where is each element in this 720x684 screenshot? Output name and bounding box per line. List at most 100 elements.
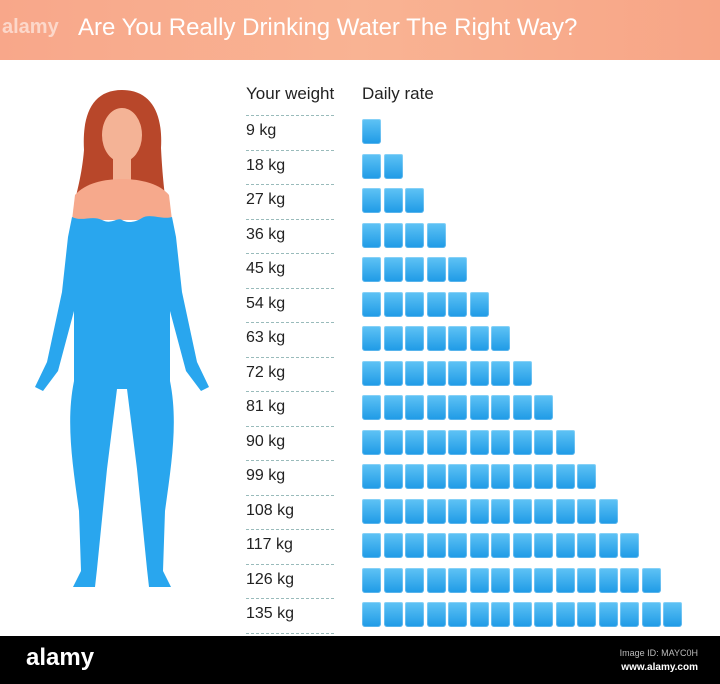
water-glass-icon (405, 188, 424, 213)
weight-label: 63 kg (246, 329, 286, 346)
row-divider (246, 287, 334, 289)
row-divider (246, 149, 334, 151)
water-glass-icon (491, 602, 510, 627)
row-divider (246, 460, 334, 461)
water-glass-icon (362, 464, 381, 489)
weight-label: 108 kg (246, 501, 295, 519)
water-glass-icon (534, 533, 553, 558)
column-header-weight: Your weight (246, 84, 335, 103)
water-glass-icon (362, 257, 381, 282)
water-glass-icon (362, 567, 381, 593)
water-glass-icon (448, 498, 467, 524)
water-glass-icon (577, 464, 596, 489)
row-divider (246, 425, 334, 427)
weight-label: 135 kg (246, 605, 295, 622)
row-divider (246, 529, 334, 530)
water-glass-icon (383, 567, 403, 593)
water-glass-icon (362, 395, 381, 420)
water-glass-icon (362, 429, 381, 455)
water-glass-icon (469, 395, 489, 420)
water-glass-icon (491, 464, 510, 489)
water-glass-icon (405, 567, 424, 593)
water-glass-icon (491, 360, 510, 386)
water-glass-icon (426, 602, 446, 627)
water-glass-icon (534, 429, 553, 455)
water-glass-icon (405, 257, 424, 282)
water-glass-icon (555, 567, 575, 593)
water-glass-icon (598, 602, 618, 627)
water-glass-icon (362, 602, 381, 627)
water-glass-icon (383, 464, 403, 489)
water-glass-icon (405, 429, 424, 455)
water-glass-icon (555, 429, 575, 455)
weight-label: 36 kg (246, 225, 286, 243)
water-glass-icon (512, 360, 532, 386)
row-divider (246, 598, 334, 599)
water-glass-icon (534, 498, 553, 524)
water-glass-icon (555, 464, 575, 489)
watermark-logo: alamy (2, 16, 59, 38)
water-glass-icon (448, 291, 467, 317)
water-glass-icon (426, 429, 446, 455)
water-glass-icon (362, 326, 381, 351)
water-glass-icon (534, 464, 553, 489)
water-glass-icon (469, 533, 489, 558)
weight-label: 54 kg (246, 294, 286, 312)
water-glass-icon (405, 602, 424, 627)
water-glass-icon (383, 429, 403, 455)
water-glass-icon (512, 602, 532, 627)
water-glass-icon (469, 464, 489, 489)
water-glass-icon (491, 533, 510, 558)
water-glass-icon (383, 291, 403, 317)
water-glass-icon (383, 533, 403, 558)
watermark-footer: alamy Image ID: MAYC0H www.alamy.com (0, 636, 720, 684)
water-glass-icon (491, 429, 510, 455)
water-glass-icon (405, 326, 424, 351)
water-glass-icon (469, 429, 489, 455)
weight-label: 9 kg (246, 122, 277, 139)
water-glass-icon (383, 602, 403, 627)
water-glass-icon (383, 326, 403, 351)
weight-label: 99 kg (246, 467, 286, 484)
water-glass-icon (405, 291, 424, 317)
water-glass-icon (641, 567, 661, 593)
water-glass-icon (362, 360, 381, 386)
water-glass-icon (362, 222, 381, 248)
row-divider (246, 391, 334, 392)
water-glass-icon (512, 464, 532, 489)
woman-figure (35, 90, 209, 587)
water-glass-icon (426, 395, 446, 420)
row-divider (246, 563, 334, 565)
water-glass-icon (469, 360, 489, 386)
water-glass-icon (383, 257, 403, 282)
water-glass-icon (448, 395, 467, 420)
water-glass-icon (620, 567, 639, 593)
weight-label: 72 kg (246, 363, 286, 381)
row-divider (246, 322, 334, 323)
water-glass-icon (362, 153, 381, 179)
row-divider (246, 632, 334, 634)
water-glass-icon (448, 602, 467, 627)
water-glass-icon (598, 567, 618, 593)
water-glass-icon (534, 567, 553, 593)
water-glass-icon (426, 360, 446, 386)
row-divider (246, 218, 334, 220)
water-glass-icon (383, 395, 403, 420)
water-glass-icon (641, 602, 661, 627)
water-glass-icon (512, 429, 532, 455)
weight-label: 81 kg (246, 398, 286, 415)
water-glass-icon (555, 533, 575, 558)
row-divider (246, 494, 334, 496)
water-glass-icon (534, 602, 553, 627)
water-glass-icon (555, 498, 575, 524)
water-glass-icon (448, 567, 467, 593)
water-glass-icon (405, 222, 424, 248)
water-glass-icon (362, 498, 381, 524)
water-glass-icon (383, 153, 403, 179)
weight-label: 126 kg (246, 570, 295, 588)
water-glass-icon (426, 533, 446, 558)
water-glass-icon (426, 464, 446, 489)
image-id: Image ID: MAYC0H (619, 648, 698, 658)
water-glass-icon (426, 567, 446, 593)
water-glass-icon (491, 326, 510, 351)
